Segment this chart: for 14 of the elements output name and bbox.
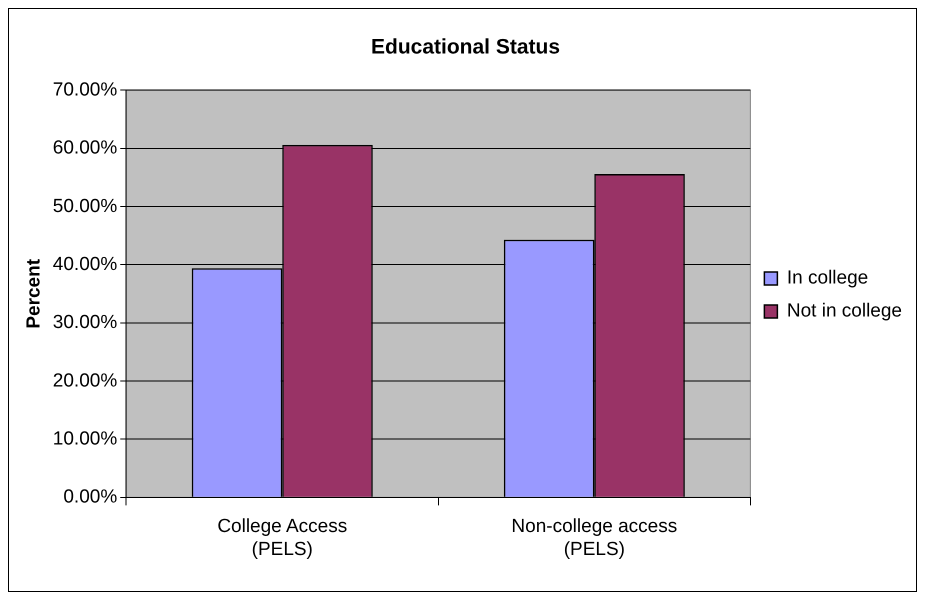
y-tick-label: 20.00% xyxy=(52,370,118,392)
y-axis-title: Percent xyxy=(24,258,45,329)
y-tick-label: 60.00% xyxy=(52,138,118,159)
legend-label: In college xyxy=(786,268,868,289)
x-tick-label: Non-college access (PELS) xyxy=(511,516,678,560)
y-tick-label: 70.00% xyxy=(52,79,118,100)
y-tick-label: 0.00% xyxy=(63,486,118,508)
legend-label: Not in college xyxy=(786,300,902,322)
chart-title: Educational Status xyxy=(370,35,560,58)
x-tick-label: College Access (PELS) xyxy=(217,516,348,560)
y-tick-label: 50.00% xyxy=(52,196,118,217)
y-tick-label: 10.00% xyxy=(52,428,118,450)
y-tick-label: 30.00% xyxy=(52,312,118,334)
y-tick-label: 40.00% xyxy=(52,254,118,275)
